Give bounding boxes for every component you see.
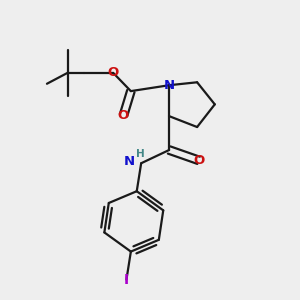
Text: H: H xyxy=(136,149,145,159)
Text: I: I xyxy=(124,273,129,286)
Text: N: N xyxy=(164,79,175,92)
Text: O: O xyxy=(193,154,204,167)
Text: O: O xyxy=(118,109,129,122)
Text: N: N xyxy=(124,155,135,168)
Text: O: O xyxy=(108,66,119,80)
